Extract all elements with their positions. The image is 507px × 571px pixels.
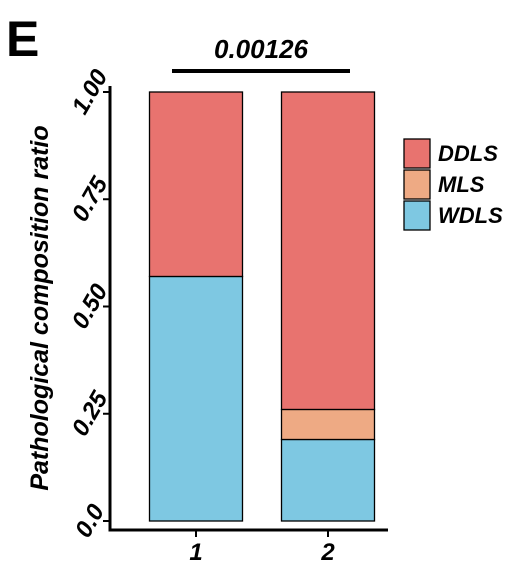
annotation-layer: 0.00126 <box>172 34 350 73</box>
bar-segment-mls-2 <box>280 408 376 441</box>
legend-swatch-ddls <box>403 138 431 169</box>
legend-label-wdls: WDLS <box>438 203 503 228</box>
bar-segment-wdls-1 <box>148 275 244 522</box>
bar-segment-ddls-2 <box>280 91 376 411</box>
y-axis-title: Pathological composition ratio <box>26 125 54 490</box>
legend: DDLS MLS WDLS <box>403 138 503 231</box>
legend-swatch-wdls <box>403 200 431 231</box>
x-tick-label: 2 <box>320 539 335 566</box>
legend-label-mls: MLS <box>438 172 485 197</box>
bar-segment-wdls-2 <box>280 438 376 522</box>
x-tick-label: 1 <box>189 539 202 566</box>
y-tick-label: 0.0 <box>70 499 110 542</box>
panel-label: E <box>6 11 39 67</box>
legend-swatch-mls <box>403 169 431 200</box>
bars-layer <box>148 91 376 522</box>
legend-label-ddls: DDLS <box>438 141 498 166</box>
bar-segment-ddls-1 <box>148 91 244 278</box>
significance-label: 0.00126 <box>214 34 309 64</box>
